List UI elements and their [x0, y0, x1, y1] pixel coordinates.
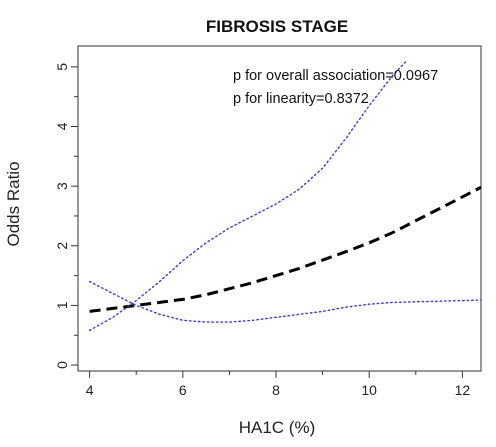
y-axis: 0 1 2 3 4 5 [54, 63, 78, 369]
y-tick-label: 2 [54, 242, 70, 250]
upper-confidence-line [88, 60, 408, 332]
x-axis-label: HA1C (%) [239, 418, 316, 437]
y-tick-label: 0 [54, 361, 70, 369]
annotation-linearity: p for linearity=0.8372 [233, 91, 369, 107]
y-tick-label: 5 [54, 63, 70, 71]
odds-ratio-estimate-line [89, 185, 482, 313]
series-layer [88, 60, 482, 332]
chart-title: FIBROSIS STAGE [206, 17, 348, 36]
lower-confidence-line [88, 280, 482, 323]
y-axis-label: Odds Ratio [4, 161, 23, 246]
annotation-overall-association: p for overall association=0.0967 [233, 68, 438, 84]
plot-area [77, 45, 482, 372]
x-tick-label: 8 [272, 382, 280, 398]
x-tick-label: 4 [86, 382, 94, 398]
x-tick-label: 6 [179, 382, 187, 398]
y-tick-label: 3 [54, 182, 70, 190]
y-tick-label: 1 [54, 301, 70, 309]
x-tick-label: 12 [455, 382, 471, 398]
y-tick-label: 4 [54, 122, 70, 130]
x-axis: 4 6 8 10 12 [86, 371, 471, 398]
x-tick-label: 10 [361, 382, 377, 398]
